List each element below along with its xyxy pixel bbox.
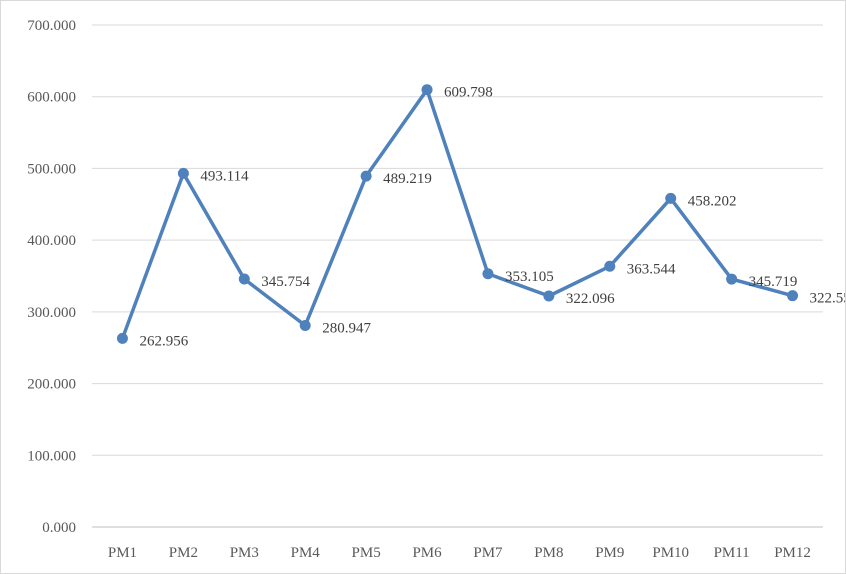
- data-point: [360, 170, 372, 182]
- data-label: 322.553: [810, 291, 845, 307]
- data-label: 322.096: [566, 291, 615, 307]
- data-label: 489.219: [383, 171, 432, 187]
- y-tick-label: 600.000: [27, 90, 76, 106]
- gridlines: [92, 24, 823, 528]
- data-label: 493.114: [200, 168, 249, 184]
- data-point: [482, 268, 494, 280]
- data-point: [299, 320, 311, 332]
- x-tick-label: PM9: [595, 545, 624, 561]
- x-tick-label: PM1: [108, 545, 137, 561]
- y-tick-label: 100.000: [27, 448, 76, 464]
- x-tick-label: PM10: [652, 545, 689, 561]
- data-point: [543, 290, 555, 302]
- series-line: [120, 87, 795, 341]
- data-point: [177, 167, 189, 179]
- x-tick-label: PM5: [352, 545, 381, 561]
- data-point: [238, 273, 250, 285]
- x-tick-label: PM8: [534, 545, 563, 561]
- y-tick-label: 400.000: [27, 233, 76, 249]
- data-label: 458.202: [688, 193, 737, 209]
- data-point: [787, 290, 799, 302]
- y-axis-tick-labels: 0.000 100.000 200.000 300.000 400.000 500.000…: [27, 18, 76, 536]
- data-point: [116, 332, 128, 344]
- x-tick-label: PM6: [412, 545, 442, 561]
- data-point: [665, 192, 677, 204]
- data-labels: 262.956 493.114 345.754 280.947 489.219 609.7…: [139, 85, 845, 350]
- series: [116, 84, 799, 344]
- data-point: [421, 84, 433, 96]
- y-tick-label: 0.000: [42, 520, 76, 536]
- x-axis-tick-labels: PM1 PM2 PM3 PM4 PM5 PM6 PM7 PM8 PM9 PM10 PM11 PM12: [108, 545, 811, 561]
- data-point: [726, 273, 738, 285]
- data-point: [604, 260, 616, 272]
- data-label: 363.544: [627, 261, 676, 277]
- y-tick-label: 700.000: [27, 18, 76, 34]
- y-tick-label: 500.000: [27, 161, 76, 177]
- x-tick-label: PM7: [473, 545, 503, 561]
- data-label: 609.798: [444, 85, 493, 101]
- x-tick-label: PM2: [169, 545, 198, 561]
- x-tick-label: PM11: [714, 545, 750, 561]
- data-label: 345.754: [261, 274, 310, 290]
- data-label: 353.105: [505, 269, 554, 285]
- y-tick-label: 200.000: [27, 377, 76, 393]
- data-label: 280.947: [322, 321, 371, 337]
- x-tick-label: PM12: [774, 545, 811, 561]
- data-label: 262.956: [139, 333, 188, 349]
- y-tick-label: 300.000: [27, 305, 76, 321]
- x-tick-label: PM3: [230, 545, 259, 561]
- x-tick-label: PM4: [291, 545, 321, 561]
- data-label: 345.719: [749, 274, 798, 290]
